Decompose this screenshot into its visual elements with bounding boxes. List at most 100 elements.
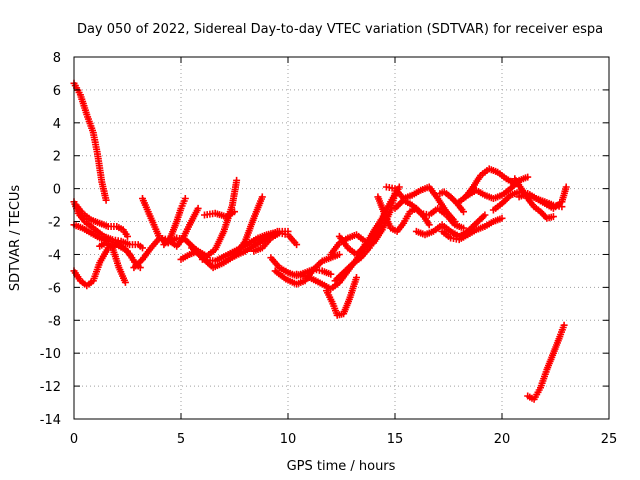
series-arc-17 <box>271 251 343 288</box>
data-point <box>175 245 178 247</box>
data-point <box>304 280 306 282</box>
series-layer <box>70 79 570 403</box>
data-point <box>509 187 512 190</box>
data-point <box>484 225 486 228</box>
data-point <box>471 187 473 190</box>
data-point <box>526 197 529 200</box>
x-tick-label: 0 <box>70 432 78 447</box>
data-point <box>92 131 95 134</box>
series-arc-15 <box>250 229 301 255</box>
data-point <box>287 271 289 274</box>
data-point <box>107 225 109 228</box>
series-arc-27 <box>438 214 506 244</box>
data-point <box>223 230 225 233</box>
data-point <box>347 247 349 249</box>
data-point <box>439 192 441 195</box>
data-point <box>347 237 349 239</box>
data-point <box>141 197 144 200</box>
data-point <box>111 247 114 249</box>
data-point <box>248 242 251 244</box>
y-tick-label: -10 <box>40 347 61 362</box>
data-point <box>419 189 422 192</box>
data-point <box>124 248 127 251</box>
data-point <box>244 250 246 252</box>
data-point <box>188 224 191 226</box>
data-point <box>124 281 127 284</box>
data-point <box>98 261 101 264</box>
series-arc-29 <box>455 173 532 206</box>
data-point <box>131 256 133 259</box>
data-point <box>338 253 341 256</box>
data-point <box>150 217 152 220</box>
data-point <box>428 186 431 188</box>
series-markers <box>70 79 110 204</box>
data-point <box>385 186 388 188</box>
data-point <box>539 386 542 389</box>
data-point <box>389 201 392 203</box>
data-point <box>163 243 165 246</box>
data-point <box>257 237 259 239</box>
data-point <box>139 266 142 269</box>
y-tick-label: -4 <box>48 248 61 263</box>
data-point <box>355 253 358 256</box>
y-axis-label: SDTVAR / TECUs <box>8 185 23 292</box>
data-point <box>402 199 405 201</box>
data-point <box>398 186 401 188</box>
data-point <box>479 174 482 177</box>
data-point <box>253 217 255 220</box>
x-tick-label: 25 <box>601 432 618 447</box>
data-point <box>79 94 82 96</box>
data-point <box>518 196 520 198</box>
data-point <box>509 194 512 196</box>
data-point <box>342 312 345 315</box>
y-tick-label: -8 <box>48 314 61 329</box>
data-point <box>169 237 172 239</box>
data-point <box>456 202 458 205</box>
data-point <box>563 324 565 327</box>
data-point <box>180 258 182 261</box>
data-point <box>518 191 520 193</box>
data-point <box>261 196 264 198</box>
data-point <box>377 196 379 198</box>
data-point <box>175 220 178 223</box>
data-point <box>437 197 439 200</box>
data-point <box>394 187 396 190</box>
series-arc-13 <box>231 193 266 260</box>
data-point <box>561 205 563 208</box>
data-point <box>235 179 238 182</box>
data-point <box>98 222 101 224</box>
data-point <box>295 243 298 246</box>
data-point <box>338 242 341 244</box>
data-point <box>349 296 351 299</box>
data-point <box>225 215 227 218</box>
data-point <box>98 245 101 247</box>
data-point <box>190 247 193 249</box>
data-point <box>180 207 182 210</box>
data-point <box>141 258 144 261</box>
data-point <box>526 176 529 178</box>
data-point <box>90 232 92 234</box>
data-point <box>526 395 529 397</box>
data-point <box>141 247 144 249</box>
data-point <box>81 212 84 215</box>
data-point <box>505 178 508 180</box>
data-point <box>396 230 398 233</box>
data-point <box>116 225 118 228</box>
data-point <box>79 280 82 282</box>
data-point <box>458 238 461 241</box>
series-markers <box>524 321 568 403</box>
data-point <box>424 233 426 236</box>
data-point <box>561 201 563 203</box>
series-arc-14 <box>201 208 238 221</box>
data-point <box>255 243 257 246</box>
data-point <box>552 352 555 355</box>
data-point <box>287 233 289 236</box>
data-point <box>454 224 456 226</box>
data-point <box>105 242 107 244</box>
data-point <box>223 261 225 264</box>
data-point <box>565 186 567 188</box>
data-point <box>533 205 535 208</box>
y-tick-label: 0 <box>53 183 61 198</box>
data-point <box>92 280 95 282</box>
